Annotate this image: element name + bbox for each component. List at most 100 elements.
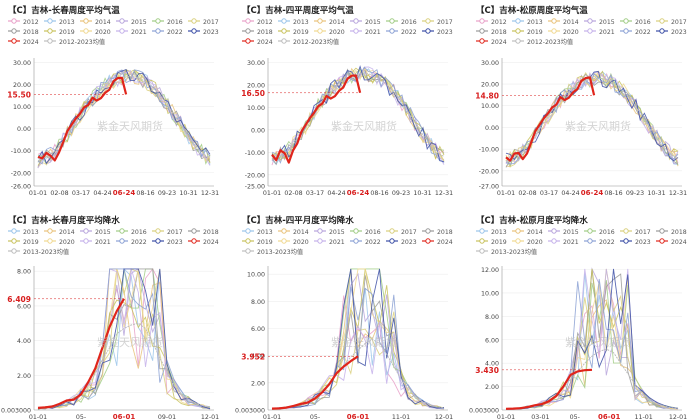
legend-label: 2012-2023均值 — [293, 38, 339, 46]
legend-label: 2013 — [527, 19, 543, 26]
legend-item: 2021 — [548, 238, 579, 246]
legend-label: 2021 — [365, 29, 381, 36]
legend-item: 2012-2023均值 — [512, 38, 573, 46]
legend-label: 2023 — [167, 239, 183, 246]
legend-marker — [83, 238, 89, 244]
legend-marker — [155, 18, 161, 24]
legend-item: 2012 — [8, 18, 39, 26]
x-tick-label: 11-01 — [392, 414, 410, 420]
legend-item: 2017 — [386, 228, 417, 236]
x-tick-label: 01-01 — [263, 190, 281, 197]
legend-label: 2024 — [491, 39, 507, 46]
legend-item: 2024 — [656, 238, 687, 246]
x-tick-label: 02-08 — [518, 190, 536, 197]
legend-label: 2024 — [203, 239, 219, 246]
legend-label: 2022 — [635, 29, 651, 36]
legend-marker — [47, 18, 53, 24]
chart-songyuan-precipitation: 【C】吉林-松原月度平均降水 2013 2014 2015 2016 2017 2018 20… — [468, 210, 700, 420]
legend-item: 2015 — [548, 228, 579, 236]
x-tick-label: 01-01 — [497, 414, 515, 420]
legend-label: 2018 — [437, 229, 453, 236]
legend-marker — [11, 228, 17, 234]
x-tick-label: 06-24 — [113, 189, 136, 197]
legend-label: 2021 — [563, 239, 579, 246]
legend-item: 2018 — [242, 28, 273, 36]
x-tick-label: 01-01 — [29, 190, 47, 197]
watermark: 紫金天风期货 — [565, 335, 631, 349]
y-tick-label: 2.00 — [251, 380, 265, 387]
legend-item: 2014 — [314, 18, 345, 26]
series-line-2020 — [38, 268, 211, 409]
legend-marker — [659, 28, 665, 34]
chart-svg: 【C】吉林-长春周度平均气温 2012 2013 2014 2015 2016 2017 20… — [7, 5, 219, 197]
legend-marker — [425, 238, 431, 244]
legend-item: 2015 — [116, 18, 147, 26]
last-value-label: 3.952 — [241, 352, 265, 361]
legend-item: 2020 — [278, 238, 309, 246]
legend-item: 2015 — [314, 228, 345, 236]
legend-marker — [119, 238, 125, 244]
legend-item: 2014 — [548, 18, 579, 26]
legend-marker — [389, 18, 395, 24]
last-value-label: 16.50 — [241, 89, 265, 98]
legend-item: 2022 — [350, 238, 381, 246]
x-tick-label: 01-01 — [497, 190, 515, 197]
legend-marker — [389, 228, 395, 234]
legend-label: 2014 — [293, 229, 309, 236]
legend-item: 2014 — [278, 228, 309, 236]
legend-label: 2013-2023均值 — [491, 248, 537, 256]
legend-marker — [479, 228, 485, 234]
y-tick-label: 4.00 — [17, 338, 31, 345]
legend-marker — [47, 228, 53, 234]
legend-item: 2017 — [620, 228, 651, 236]
legend-label: 2019 — [527, 29, 543, 36]
x-tick-label: 03-17 — [72, 190, 90, 197]
legend-marker — [551, 228, 557, 234]
x-tick-label: 10-31 — [647, 190, 665, 197]
y-tick-label: 30.00 — [247, 60, 265, 67]
legend-item: 2016 — [116, 228, 147, 236]
legend-label: 2016 — [365, 229, 381, 236]
legend-label: 2012 — [23, 19, 39, 26]
y-tick-label: 8.00 — [485, 314, 499, 321]
legend-marker — [11, 248, 17, 254]
legend-label: 2012-2023均值 — [59, 38, 105, 46]
legend-marker — [659, 18, 665, 24]
watermark: 紫金天风期货 — [331, 119, 397, 133]
legend-item: 2020 — [548, 28, 579, 36]
legend-marker — [155, 228, 161, 234]
legend-label: 2012 — [257, 19, 273, 26]
legend-marker — [155, 238, 161, 244]
x-tick-label: 06-01 — [113, 413, 136, 420]
x-tick-label: 05- — [76, 414, 86, 420]
legend-label: 2015 — [329, 229, 345, 236]
y-tick-label: 0.003000 — [469, 408, 499, 415]
legend-label: 2014 — [527, 229, 543, 236]
legend-marker — [425, 28, 431, 34]
legend-marker — [119, 28, 125, 34]
x-tick-label: 09-23 — [158, 190, 176, 197]
series-line-2020 — [271, 68, 445, 162]
series-line-2017 — [37, 268, 211, 410]
legend-marker — [245, 228, 251, 234]
legend-label: 2020 — [563, 29, 579, 36]
x-tick-label: 12-31 — [435, 190, 453, 197]
legend-item: 2016 — [584, 228, 615, 236]
legend-marker — [551, 18, 557, 24]
y-tick-label: 30.00 — [481, 60, 499, 67]
legend-marker — [281, 228, 287, 234]
series-line-2022 — [505, 278, 679, 410]
legend-item: 2018 — [656, 228, 687, 236]
legend-label: 2013 — [23, 229, 39, 236]
legend-item: 2013 — [278, 18, 309, 26]
legend-item: 2024 — [476, 38, 507, 46]
legend-item: 2021 — [116, 28, 147, 36]
legend-item: 2017 — [188, 18, 219, 26]
legend-label: 2013 — [59, 19, 75, 26]
legend-marker — [353, 238, 359, 244]
last-value-label: 6.409 — [7, 295, 31, 304]
legend-item: 2024 — [8, 38, 39, 46]
legend-item: 2022 — [152, 28, 183, 36]
legend-item: 2018 — [188, 228, 219, 236]
legend-label: 2016 — [401, 19, 417, 26]
